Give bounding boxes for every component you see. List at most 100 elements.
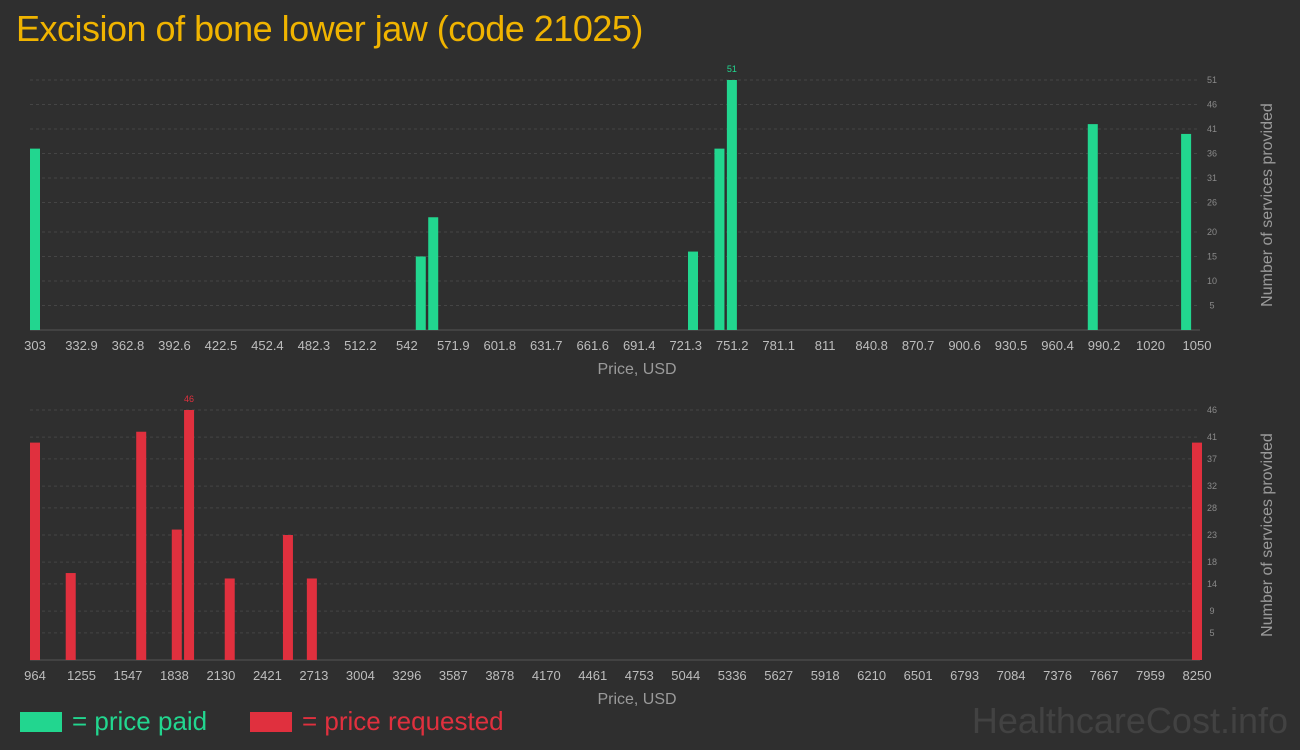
bar	[136, 431, 147, 660]
bar	[282, 535, 293, 660]
x-tick-label: 990.2	[1088, 338, 1121, 353]
brand-watermark: HealthcareCost.info	[971, 700, 1288, 741]
x-tick-label: 332.9	[65, 338, 98, 353]
bar	[1192, 442, 1202, 660]
x-axis-title: Price, USD	[597, 691, 676, 708]
x-tick-label: 960.4	[1041, 338, 1074, 353]
y-tick-label: 31	[1207, 173, 1217, 183]
x-tick-label: 3004	[346, 668, 375, 683]
x-tick-label: 362.8	[112, 338, 145, 353]
y-tick-label: 23	[1207, 530, 1217, 540]
bar	[1087, 124, 1098, 330]
x-tick-label: 5336	[718, 668, 747, 683]
legend-requested-swatch	[250, 711, 292, 732]
bar	[714, 148, 725, 330]
x-tick-label: 900.6	[948, 338, 981, 353]
x-tick-label: 811	[815, 338, 836, 353]
x-tick-label: 422.5	[205, 338, 238, 353]
x-tick-label: 3296	[392, 668, 421, 683]
y-tick-label: 41	[1207, 124, 1217, 134]
paid-chart: 5 10 15 20 26 31 36 41 46 51 303 332.9 362.8 392.6 422…	[24, 64, 1276, 378]
x-tick-label: 512.2	[344, 338, 377, 353]
bar	[30, 442, 40, 660]
y-tick-label: 26	[1207, 198, 1217, 208]
x-tick-label: 721.3	[669, 338, 702, 353]
x-tick-label: 631.7	[530, 338, 563, 353]
x-tick-label: 1050	[1183, 338, 1212, 353]
x-tick-label: 1547	[113, 668, 142, 683]
y-tick-label: 14	[1207, 579, 1217, 589]
x-tick-label: 1255	[67, 668, 96, 683]
y-tick-label: 15	[1207, 251, 1217, 261]
y-tick-label: 9	[1209, 606, 1214, 616]
x-tick-label: 2713	[299, 668, 328, 683]
x-tick-label: 452.4	[251, 338, 284, 353]
y-axis-title: Number of services provided	[1259, 433, 1276, 637]
bar	[688, 251, 698, 330]
bar	[171, 529, 182, 660]
x-tick-label: 6793	[950, 668, 979, 683]
y-tick-label: 20	[1207, 227, 1217, 237]
bar	[184, 410, 195, 660]
x-tick-label: 3878	[485, 668, 514, 683]
x-tick-label: 5044	[671, 668, 700, 683]
x-axis-title: Price, USD	[597, 361, 676, 378]
x-tick-label: 7959	[1136, 668, 1165, 683]
y-tick-label: 28	[1207, 503, 1217, 513]
x-tick-label: 571.9	[437, 338, 470, 353]
x-tick-label: 781.1	[762, 338, 795, 353]
x-tick-label: 6210	[857, 668, 886, 683]
y-tick-label: 5	[1209, 300, 1214, 310]
legend-requested: = price requested	[250, 706, 504, 737]
bar	[726, 80, 737, 330]
bar-value-label: 51	[727, 64, 737, 74]
y-tick-label: 5	[1209, 628, 1214, 638]
bar	[224, 578, 235, 660]
bar	[1181, 133, 1192, 330]
bar	[65, 573, 76, 660]
x-tick-label: 751.2	[716, 338, 749, 353]
y-tick-label: 41	[1207, 432, 1217, 442]
x-tick-label: 8250	[1183, 668, 1212, 683]
y-tick-label: 51	[1207, 75, 1217, 85]
y-axis-title: Number of services provided	[1259, 103, 1276, 307]
x-tick-label: 2130	[206, 668, 235, 683]
x-tick-label: 6501	[904, 668, 933, 683]
y-tick-label: 46	[1207, 100, 1217, 110]
page-title: Excision of bone lower jaw (code 21025)	[16, 8, 643, 49]
bar	[415, 256, 426, 330]
x-tick-label: 392.6	[158, 338, 191, 353]
x-tick-label: 1838	[160, 668, 189, 683]
bar	[428, 217, 439, 330]
x-tick-label: 5627	[764, 668, 793, 683]
x-tick-label: 4753	[625, 668, 654, 683]
legend-requested-label: = price requested	[302, 706, 504, 736]
x-tick-label: 7376	[1043, 668, 1072, 683]
y-tick-label: 18	[1207, 557, 1217, 567]
x-tick-label: 482.3	[298, 338, 331, 353]
y-tick-label: 46	[1207, 405, 1217, 415]
y-tick-label: 36	[1207, 149, 1217, 159]
x-tick-label: 542	[396, 338, 418, 353]
x-tick-label: 1020	[1136, 338, 1165, 353]
bar	[306, 578, 317, 660]
x-tick-label: 964	[24, 668, 46, 683]
y-tick-label: 10	[1207, 276, 1217, 286]
x-tick-label: 2421	[253, 668, 282, 683]
legend-paid: = price paid	[20, 706, 207, 737]
x-tick-label: 4461	[578, 668, 607, 683]
bar-value-label: 46	[184, 394, 194, 404]
x-tick-label: 601.8	[484, 338, 517, 353]
x-tick-label: 870.7	[902, 338, 935, 353]
x-tick-label: 930.5	[995, 338, 1028, 353]
y-tick-label: 37	[1207, 454, 1217, 464]
x-tick-label: 5918	[811, 668, 840, 683]
x-tick-label: 840.8	[855, 338, 888, 353]
bar	[30, 148, 40, 330]
x-tick-label: 7667	[1090, 668, 1119, 683]
x-tick-label: 691.4	[623, 338, 656, 353]
legend-paid-label: = price paid	[72, 706, 208, 736]
x-tick-label: 4170	[532, 668, 561, 683]
